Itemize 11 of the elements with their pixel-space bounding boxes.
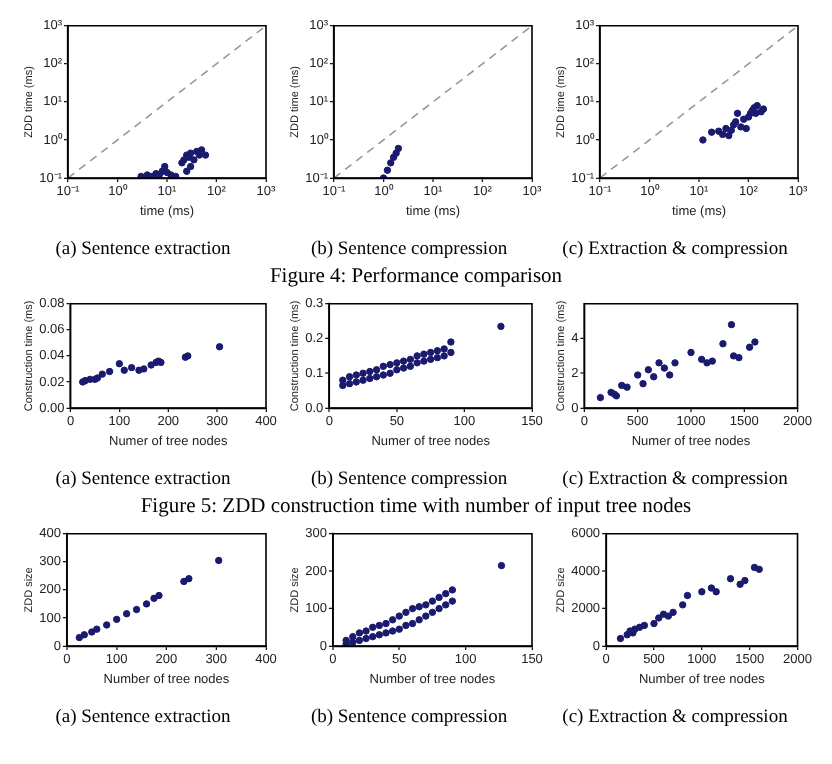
text: (c) Extraction & compression — [562, 707, 789, 728]
caption: Figure 5: ZDD construction time with number of input tree nodes — [138, 494, 694, 522]
text: (b) Sentence compression — [310, 707, 508, 728]
text: (c) Extraction & compression — [562, 239, 789, 260]
text: (a) Sentence extraction — [55, 239, 232, 260]
text: (a) Sentence extraction — [55, 469, 232, 490]
text: (b) Sentence compression — [310, 239, 508, 260]
text: (c) Extraction & compression — [562, 469, 789, 490]
text: (b) Sentence compression — [310, 469, 508, 490]
caption: Figure 4: Performance comparison — [267, 264, 565, 292]
text: (a) Sentence extraction — [55, 707, 232, 728]
